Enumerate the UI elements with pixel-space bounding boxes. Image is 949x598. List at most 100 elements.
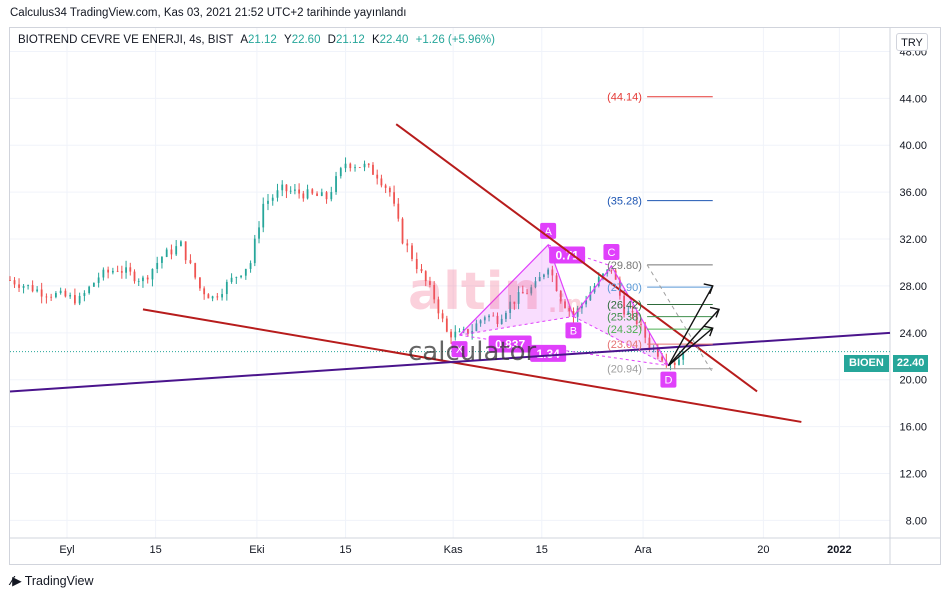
candle-body — [397, 203, 400, 219]
candle-body — [475, 323, 478, 331]
projection-arrow-head — [703, 325, 714, 337]
candle-body — [249, 263, 252, 269]
symbol-name[interactable]: BIOTREND CEVRE VE ENERJI, 4s, BIST — [18, 34, 234, 46]
candle-body — [235, 277, 238, 278]
last-price-tag: BIOEN 22.40 — [844, 355, 929, 372]
candle-body — [281, 184, 284, 191]
pattern-ratio: 0.837 — [488, 335, 532, 353]
pattern-ratio-line — [459, 315, 574, 336]
tradingview-footer[interactable]: ⁄▶ TradingView — [11, 573, 94, 588]
pattern-ratio: 0.71 — [549, 246, 586, 264]
candle-body — [393, 192, 395, 204]
projection-arrow-line — [667, 327, 714, 367]
candle-body — [83, 293, 86, 296]
pattern-point-label: B — [570, 325, 577, 337]
pattern-point-box — [660, 371, 677, 388]
candle-body — [27, 285, 29, 287]
candle-body — [298, 189, 301, 194]
candle-body — [372, 164, 374, 175]
price-tick-label: 36.00 — [899, 187, 927, 199]
price-tick-label: 24.00 — [899, 328, 927, 340]
candle-body — [648, 337, 651, 349]
pattern-fill-bcd — [573, 266, 669, 366]
candle-body — [367, 163, 370, 165]
open-value: 21.12 — [248, 34, 277, 46]
candle-body — [406, 243, 409, 246]
candle-body — [31, 285, 34, 292]
candle-body — [59, 290, 62, 294]
candle-body — [517, 292, 520, 304]
candle-body — [656, 347, 659, 357]
candle-body — [543, 274, 545, 277]
candle-body — [50, 296, 53, 298]
candle-body — [530, 287, 533, 294]
pattern-point-label: C — [607, 247, 615, 259]
fib-level-label: (35.28) — [607, 196, 642, 208]
pattern-ratio-line — [459, 334, 669, 367]
candle-body — [97, 277, 100, 283]
pattern-point-box — [565, 322, 582, 339]
candle-body — [240, 275, 242, 278]
candle-body — [88, 286, 91, 294]
candle-body — [614, 270, 617, 280]
candle-body — [36, 289, 39, 292]
candle-body — [116, 270, 119, 272]
candle-body — [450, 331, 452, 338]
time-tick-label: Eyl — [59, 544, 74, 556]
candle-body — [547, 269, 550, 275]
price-tick-label: 40.00 — [899, 140, 927, 152]
candle-body — [180, 241, 182, 247]
trendline-support — [142, 308, 802, 423]
candle-body — [293, 189, 296, 191]
candle-body — [184, 241, 187, 261]
candle-body — [597, 277, 600, 286]
candle-body — [640, 323, 642, 325]
candle-body — [420, 269, 423, 272]
candle-body — [513, 301, 516, 304]
candle-body — [534, 281, 537, 288]
candle-body — [320, 192, 323, 196]
candle-body — [500, 318, 503, 325]
candle-body — [568, 307, 571, 312]
candle-body — [623, 295, 626, 315]
candle-body — [589, 292, 592, 301]
currency-button[interactable]: TRY — [896, 33, 928, 51]
candle-body — [262, 203, 265, 228]
candle-body — [18, 284, 20, 288]
fib-level-label: (26.42) — [607, 299, 642, 311]
candle-body — [107, 269, 110, 273]
price-tag-symbol: BIOEN — [844, 355, 889, 372]
projection-arrows — [667, 283, 721, 367]
candle-body — [125, 267, 127, 273]
candle-body — [133, 271, 136, 282]
price-tick-label: 28.00 — [899, 281, 927, 293]
candle-body — [54, 293, 57, 298]
candle-body — [572, 311, 575, 317]
symbol-legend: BIOTREND CEVRE VE ENERJI, 4s, BIST A21.1… — [18, 34, 495, 46]
candle-body — [339, 168, 342, 177]
pattern-fill-xab — [459, 244, 574, 336]
candle-body — [146, 277, 149, 280]
pattern-point-x: X — [451, 341, 468, 358]
candle-body — [682, 351, 685, 360]
close-value: 22.40 — [379, 34, 409, 46]
candle-body — [189, 260, 192, 264]
candle-body — [505, 312, 507, 319]
projection-arrow-head — [709, 306, 721, 318]
fib-level-label: (29.80) — [607, 260, 642, 272]
candle-body — [380, 178, 383, 186]
candle-body — [441, 313, 444, 319]
time-tick-label: 15 — [339, 544, 351, 556]
candle-body — [424, 271, 427, 282]
candle-body — [576, 308, 579, 317]
price-tag-value: 22.40 — [892, 355, 929, 372]
candle-body — [454, 331, 457, 338]
xabcd-pattern: X A B C D 0.837 0.71 1.34 — [451, 222, 677, 388]
price-axis: 8.00 12.00 16.00 20.00 24.00 28.00 32.00 36.00 4… — [899, 46, 927, 527]
publish-line: Calculus34 TradingView.com, Kas 03, 2021… — [10, 7, 407, 19]
open-label: A — [240, 34, 249, 46]
candle-body — [165, 249, 168, 257]
candle-body — [22, 286, 25, 288]
candle-body — [216, 296, 219, 298]
